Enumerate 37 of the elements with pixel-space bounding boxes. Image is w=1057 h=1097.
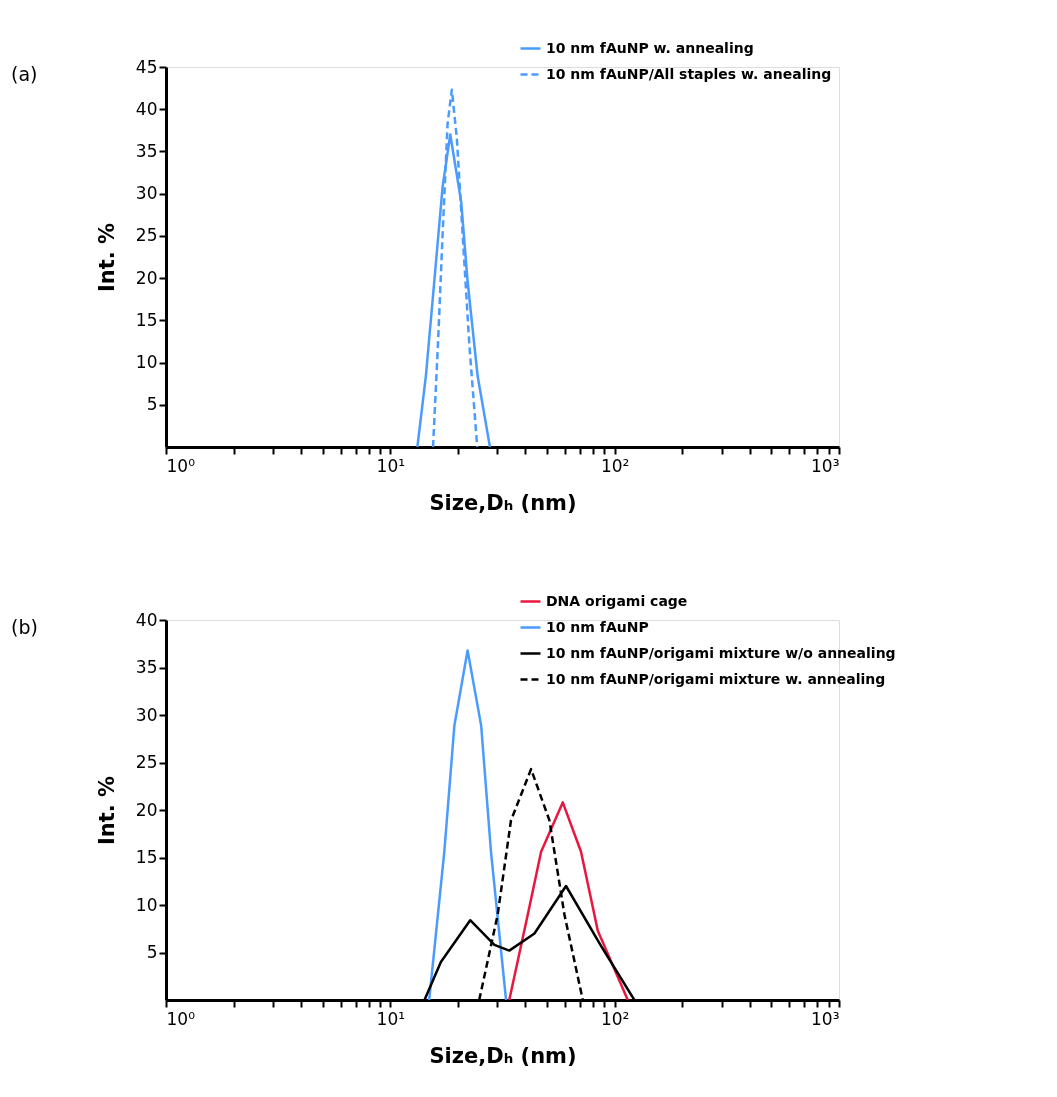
- x-tick-label: 10⁰: [166, 455, 196, 476]
- y-tick-label: 10: [135, 894, 158, 915]
- y-tick-label: 40: [135, 98, 158, 119]
- x-tick-label: 10⁰: [166, 1008, 196, 1029]
- legend-label: 10 nm fAuNP/origami mixture w. annealing: [546, 670, 886, 687]
- y-tick-label: 20: [135, 799, 158, 820]
- x-tick-label: 10³: [811, 455, 840, 476]
- y-tick-label: 15: [135, 309, 158, 330]
- x-tick-label: 10²: [600, 455, 630, 476]
- y-tick-label: 25: [135, 752, 158, 772]
- y-tick-label: 40: [135, 609, 158, 630]
- y-tick-label: 35: [135, 140, 158, 161]
- x-tick-label: 10²: [600, 1008, 630, 1029]
- legend-label: 10 nm fAuNP w. annealing: [546, 39, 754, 56]
- y-tick-label: 45: [135, 56, 158, 77]
- y-tick-label: 5: [146, 394, 158, 415]
- y-tick-label: 10: [135, 352, 158, 373]
- y-axis-title: Int. %: [94, 775, 119, 846]
- legend-label: 10 nm fAuNP/origami mixture w/o annealing: [546, 644, 896, 661]
- x-tick-label: 10¹: [376, 455, 406, 476]
- y-axis-title: Int. %: [94, 222, 119, 293]
- y-tick-label: 15: [135, 847, 158, 867]
- x-axis-title: Size,Dₕ (nm): [429, 1043, 577, 1068]
- legend-label: 10 nm fAuNP/All staples w. anealing: [546, 65, 832, 82]
- legend-label: DNA origami cage: [546, 592, 688, 609]
- y-tick-label: 30: [135, 704, 158, 725]
- x-axis-title: Size,Dₕ (nm): [429, 490, 577, 515]
- chart-title: (b): [11, 616, 38, 638]
- x-tick-label: 10¹: [376, 1008, 406, 1029]
- y-tick-label: 25: [135, 225, 158, 246]
- x-tick-label: 10³: [811, 1008, 840, 1029]
- y-tick-label: 35: [135, 657, 158, 677]
- y-tick-label: 30: [135, 183, 158, 204]
- y-tick-label: 20: [135, 267, 158, 288]
- legend-label: 10 nm fAuNP: [546, 618, 649, 635]
- chart-title: (a): [11, 63, 38, 85]
- y-tick-label: 5: [146, 942, 158, 962]
